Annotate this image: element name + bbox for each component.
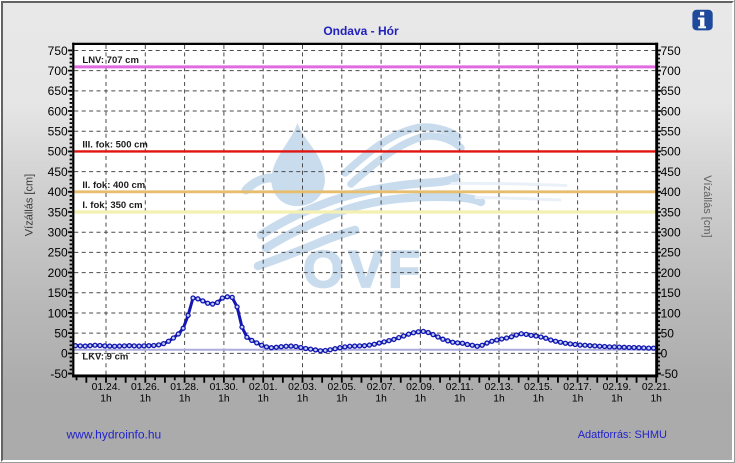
svg-text:01.30.: 01.30. (210, 382, 239, 393)
svg-text:750: 750 (661, 44, 681, 58)
svg-text:1h: 1h (179, 394, 191, 405)
svg-text:www.hydroinfo.hu: www.hydroinfo.hu (66, 428, 162, 442)
svg-text:450: 450 (661, 165, 681, 179)
svg-text:02.07.: 02.07. (367, 382, 396, 393)
svg-text:Adatforrás: SHMU: Adatforrás: SHMU (578, 429, 667, 441)
svg-text:700: 700 (661, 64, 681, 78)
svg-text:LNV: 707 cm: LNV: 707 cm (82, 55, 138, 66)
svg-text:1h: 1h (336, 394, 348, 405)
svg-text:02.11.: 02.11. (446, 382, 474, 393)
svg-text:Vízállás [cm]: Vízállás [cm] (701, 175, 713, 237)
svg-text:1h: 1h (493, 394, 505, 405)
svg-text:200: 200 (48, 266, 68, 280)
svg-text:-50: -50 (50, 367, 68, 381)
svg-text:250: 250 (661, 246, 681, 260)
svg-text:600: 600 (48, 104, 68, 118)
svg-text:1h: 1h (375, 394, 387, 405)
svg-text:III. fok: 500 cm: III. fok: 500 cm (82, 139, 147, 150)
svg-text:100: 100 (661, 306, 681, 320)
svg-text:1h: 1h (297, 394, 309, 405)
svg-text:-50: -50 (661, 367, 679, 381)
svg-text:400: 400 (48, 185, 68, 199)
svg-text:I. fok: 350 cm: I. fok: 350 cm (82, 200, 142, 211)
svg-text:Ondava - Hór: Ondava - Hór (323, 24, 399, 38)
svg-text:0: 0 (61, 347, 68, 361)
svg-text:1h: 1h (533, 394, 545, 405)
svg-text:1h: 1h (218, 394, 230, 405)
svg-text:1h: 1h (611, 394, 623, 405)
svg-text:0: 0 (661, 347, 668, 361)
svg-text:250: 250 (48, 246, 68, 260)
svg-text:550: 550 (661, 125, 681, 139)
svg-text:150: 150 (48, 286, 68, 300)
svg-text:550: 550 (48, 125, 68, 139)
svg-text:01.24.: 01.24. (92, 382, 121, 393)
svg-text:650: 650 (48, 84, 68, 98)
svg-text:300: 300 (661, 225, 681, 239)
svg-text:700: 700 (48, 64, 68, 78)
svg-text:300: 300 (48, 225, 68, 239)
svg-text:50: 50 (54, 326, 68, 340)
svg-text:450: 450 (48, 165, 68, 179)
svg-text:500: 500 (661, 145, 681, 159)
svg-text:Vízállás [cm]: Vízállás [cm] (23, 174, 35, 236)
svg-text:50: 50 (661, 326, 675, 340)
svg-text:02.09.: 02.09. (406, 382, 435, 393)
svg-text:400: 400 (661, 185, 681, 199)
svg-text:1h: 1h (100, 394, 112, 405)
svg-text:02.17.: 02.17. (563, 382, 592, 393)
svg-text:OVF: OVF (303, 241, 425, 299)
svg-text:LKV: 9 cm: LKV: 9 cm (82, 352, 128, 363)
svg-text:02.05.: 02.05. (327, 382, 356, 393)
svg-text:1h: 1h (572, 394, 584, 405)
svg-text:02.15.: 02.15. (524, 382, 553, 393)
svg-text:01.28.: 01.28. (170, 382, 199, 393)
svg-text:350: 350 (48, 205, 68, 219)
svg-text:02.13.: 02.13. (485, 382, 514, 393)
svg-text:1h: 1h (140, 394, 152, 405)
svg-text:100: 100 (48, 306, 68, 320)
svg-text:1h: 1h (415, 394, 427, 405)
svg-text:750: 750 (48, 44, 68, 58)
svg-text:II. fok: 400 cm: II. fok: 400 cm (82, 180, 145, 191)
svg-text:1h: 1h (454, 394, 466, 405)
svg-text:500: 500 (48, 145, 68, 159)
svg-text:02.21.: 02.21. (642, 382, 671, 393)
svg-text:150: 150 (661, 286, 681, 300)
svg-text:1h: 1h (257, 394, 269, 405)
svg-text:02.19.: 02.19. (603, 382, 632, 393)
svg-text:600: 600 (661, 104, 681, 118)
svg-text:02.01.: 02.01. (249, 382, 278, 393)
svg-text:200: 200 (661, 266, 681, 280)
svg-text:1h: 1h (650, 394, 662, 405)
svg-text:650: 650 (661, 84, 681, 98)
svg-text:350: 350 (661, 205, 681, 219)
svg-text:01.26.: 01.26. (131, 382, 160, 393)
svg-text:02.03.: 02.03. (288, 382, 317, 393)
